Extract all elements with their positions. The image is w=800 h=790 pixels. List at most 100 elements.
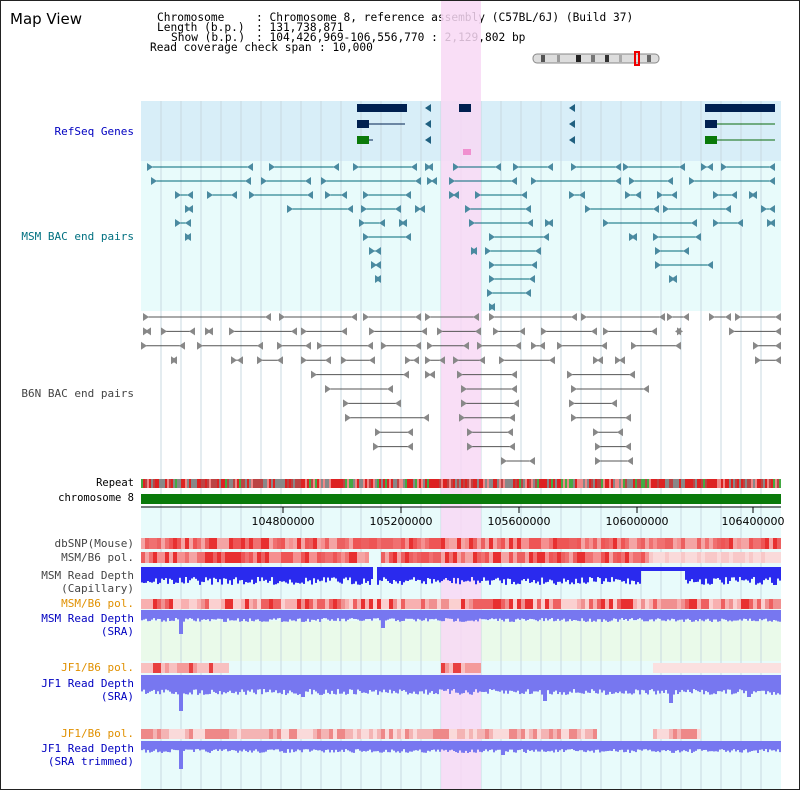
- repeat-segment: [649, 479, 651, 488]
- repeat-segment: [611, 479, 613, 488]
- track-label-msm-b6-pol[interactable]: MSM/B6 pol.: [61, 551, 134, 564]
- jf1-depth-sra-bar: [697, 675, 699, 692]
- msm-depth-sra-bar: [497, 610, 499, 621]
- repeat-segment: [179, 479, 181, 488]
- jf1-b6-pol2-cell: [261, 729, 265, 739]
- track-label-msm-depth-sra-1[interactable]: MSM Read Depth: [41, 612, 134, 625]
- b6n-bac-pair-end: [301, 356, 307, 365]
- msm-depth-cap-bar: [529, 567, 531, 583]
- msm-depth-sra-bar: [683, 610, 685, 622]
- jf1-b6-pol2-cell: [453, 729, 457, 739]
- jf1-b6-pol-cell: [457, 663, 461, 673]
- msm-b6-pol-cell: [401, 552, 405, 563]
- track-label-dbsnp[interactable]: dbSNP(Mouse): [54, 537, 134, 550]
- msm-b6-pol2-cell: [657, 599, 661, 609]
- jf1-depth-tr-bar: [533, 741, 535, 752]
- jf1-depth-sra-bar: [303, 675, 305, 697]
- msm-b6-pol-cell: [281, 552, 285, 563]
- msm-depth-sra-bar: [605, 610, 607, 621]
- b6n-bac-pair-end: [675, 341, 681, 350]
- track-label-jf1-b6-pol[interactable]: JF1/B6 pol.: [61, 661, 134, 674]
- repeat-segment: [363, 479, 365, 488]
- msm-b6-pol-cell: [633, 552, 637, 563]
- msm-b6-pol-light: [733, 552, 737, 563]
- b6n-bac-pair-end: [311, 370, 317, 379]
- msm-bac-pair-end: [371, 261, 377, 269]
- repeat-segment: [247, 479, 249, 488]
- jf1-depth-tr-bar: [339, 741, 341, 752]
- track-label-msm-b6-pol-2[interactable]: MSM/B6 pol.: [61, 597, 134, 610]
- msm-b6-pol2-cell: [345, 599, 349, 609]
- jf1-depth-sra-bar: [629, 675, 631, 694]
- repeat-segment: [495, 479, 497, 488]
- msm-depth-sra-bar: [353, 610, 355, 619]
- msm-depth-cap-bar: [723, 567, 725, 585]
- msm-depth-sra-bar: [455, 610, 457, 622]
- msm-b6-pol2-cell: [493, 599, 497, 609]
- jf1-depth-sra-bar: [473, 675, 475, 692]
- msm-depth-sra-bar: [745, 610, 747, 619]
- msm-depth-cap-bar: [737, 567, 739, 582]
- track-label-msm-depth-cap-2: (Capillary): [61, 582, 134, 595]
- msm-depth-sra-bar: [403, 610, 405, 621]
- jf1-depth-tr-bar: [731, 741, 733, 751]
- msm-bac-pair-end: [185, 233, 191, 241]
- jf1-b6-pol2-cell: [353, 729, 357, 739]
- jf1-depth-sra-bar: [721, 675, 723, 692]
- jf1-b6-pol2-cell: [429, 729, 433, 739]
- msm-depth-cap-bar: [617, 567, 619, 580]
- msm-depth-sra-bar: [589, 610, 591, 619]
- jf1-depth-tr-bar: [697, 741, 699, 750]
- msm-depth-cap-bar: [229, 567, 231, 581]
- msm-depth-sra-bar: [271, 610, 273, 620]
- track-label-msm-depth-sra-2: (SRA): [100, 625, 134, 638]
- jf1-depth-sra-bar: [481, 675, 483, 692]
- dbsnp-cell: [165, 538, 169, 549]
- msm-depth-sra-bar: [561, 610, 563, 620]
- jf1-b6-pol2-cell: [321, 729, 325, 739]
- dbsnp-cell: [429, 538, 433, 549]
- dbsnp-cell: [717, 538, 721, 549]
- dbsnp-cell: [341, 538, 345, 549]
- jf1-depth-tr-bar: [391, 741, 393, 750]
- msm-depth-sra-bar: [445, 610, 447, 619]
- msm-b6-pol2-cell: [641, 599, 645, 609]
- jf1-depth-tr-bar: [463, 741, 465, 753]
- jf1-depth-tr-bar: [307, 741, 309, 750]
- msm-depth-sra-bar: [569, 610, 571, 620]
- jf1-depth-tr-bar: [327, 741, 329, 750]
- jf1-depth-sra-bar: [771, 675, 773, 695]
- msm-depth-cap-bar: [219, 567, 221, 580]
- jf1-depth-tr-bar: [197, 741, 199, 750]
- msm-b6-pol2-cell: [753, 599, 757, 609]
- msm-depth-cap-bar: [727, 567, 729, 584]
- jf1-depth-sra-bar: [255, 675, 257, 695]
- jf1-depth-sra-bar: [585, 675, 587, 691]
- msm-b6-pol-cell: [253, 552, 257, 563]
- jf1-b6-pol2-cell: [229, 729, 233, 739]
- track-label-jf1-depth-sra-1[interactable]: JF1 Read Depth: [41, 677, 134, 690]
- msm-bac-pair-end: [487, 289, 493, 297]
- jf1-b6-pol2-cell: [205, 729, 209, 739]
- b6n-bac-pair-end: [541, 327, 547, 336]
- track-label-refseq[interactable]: RefSeq Genes: [54, 125, 134, 138]
- jf1-b6-pol2-cell: [197, 729, 201, 739]
- track-label-jf1-b6-pol-2[interactable]: JF1/B6 pol.: [61, 727, 134, 740]
- msm-b6-pol2-cell: [453, 599, 457, 609]
- msm-depth-sra-bar: [415, 610, 417, 622]
- dbsnp-cell: [461, 538, 465, 549]
- track-label-msm-depth-cap-1[interactable]: MSM Read Depth: [41, 569, 134, 582]
- msm-depth-sra-bar: [377, 610, 379, 619]
- track-label-jf1-depth-tr-1[interactable]: JF1 Read Depth: [41, 742, 134, 755]
- refseq-gene-exon: [705, 104, 775, 112]
- repeat-segment: [489, 479, 491, 488]
- repeat-segment: [259, 479, 261, 488]
- msm-depth-sra-bar: [719, 610, 721, 622]
- msm-depth-cap-bar: [235, 567, 237, 578]
- jf1-depth-sra-bar: [339, 675, 341, 694]
- track-label-msm-bac[interactable]: MSM BAC end pairs: [21, 230, 134, 243]
- track-label-b6n-bac[interactable]: B6N BAC end pairs: [21, 387, 134, 400]
- jf1-depth-sra-bar: [725, 675, 727, 694]
- msm-depth-sra-bar: [443, 610, 445, 622]
